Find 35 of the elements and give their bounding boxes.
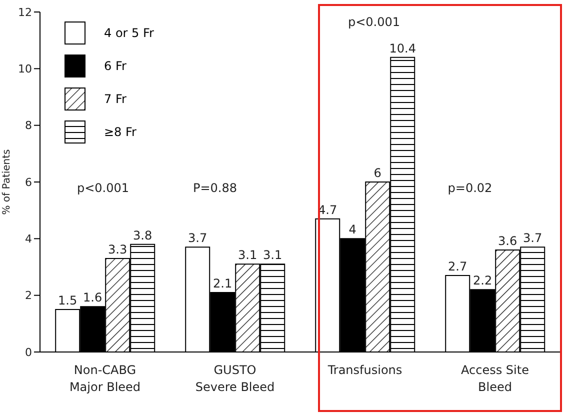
data-label: 3.8: [133, 228, 152, 242]
y-tick-label: 2: [25, 289, 32, 302]
y-axis-title: % of Patients: [2, 149, 13, 215]
data-label: 3.6: [498, 234, 518, 248]
y-tick-label: 8: [25, 119, 32, 132]
data-label: 3.1: [238, 248, 258, 262]
data-label: 3.3: [108, 242, 128, 256]
legend-label: 6 Fr: [104, 58, 126, 72]
data-label: 3.7: [188, 231, 208, 246]
data-label: 2.1: [213, 276, 232, 290]
x-tick-label: Non-CABG Major Bleed: [69, 363, 141, 394]
x-tick-label: Access Site Bleed: [461, 363, 529, 394]
data-label: 2.7: [448, 260, 468, 274]
legend-label: 4 or 5 Fr: [104, 26, 154, 40]
data-label: 10.4: [389, 41, 416, 56]
annotation: p<0.001: [346, 14, 402, 30]
x-tick-label: Transfusions: [326, 363, 402, 377]
y-tick-label: 6: [25, 176, 32, 189]
data-label: 6: [374, 166, 382, 180]
annotation: P=0.88: [192, 180, 238, 196]
legend-label: 7 Fr: [104, 92, 126, 106]
y-tick-label: 4: [25, 232, 32, 246]
annotation: p=0.02: [446, 180, 494, 196]
x-tick-label: GUSTO Severe Bleed: [195, 363, 275, 394]
data-label: 3.7: [523, 231, 542, 246]
data-label: 1.5: [58, 294, 78, 308]
legend-label: ≥8 Fr: [104, 124, 136, 138]
data-label: 4: [348, 222, 356, 237]
y-tick-label: 10: [18, 62, 32, 76]
data-label: 3.1: [263, 248, 282, 262]
data-label: 2.2: [473, 274, 492, 288]
y-tick-label: 12: [18, 6, 32, 19]
y-tick-label: 0: [25, 346, 32, 359]
annotation: p<0.001: [76, 180, 130, 196]
data-label: 1.6: [83, 290, 102, 305]
